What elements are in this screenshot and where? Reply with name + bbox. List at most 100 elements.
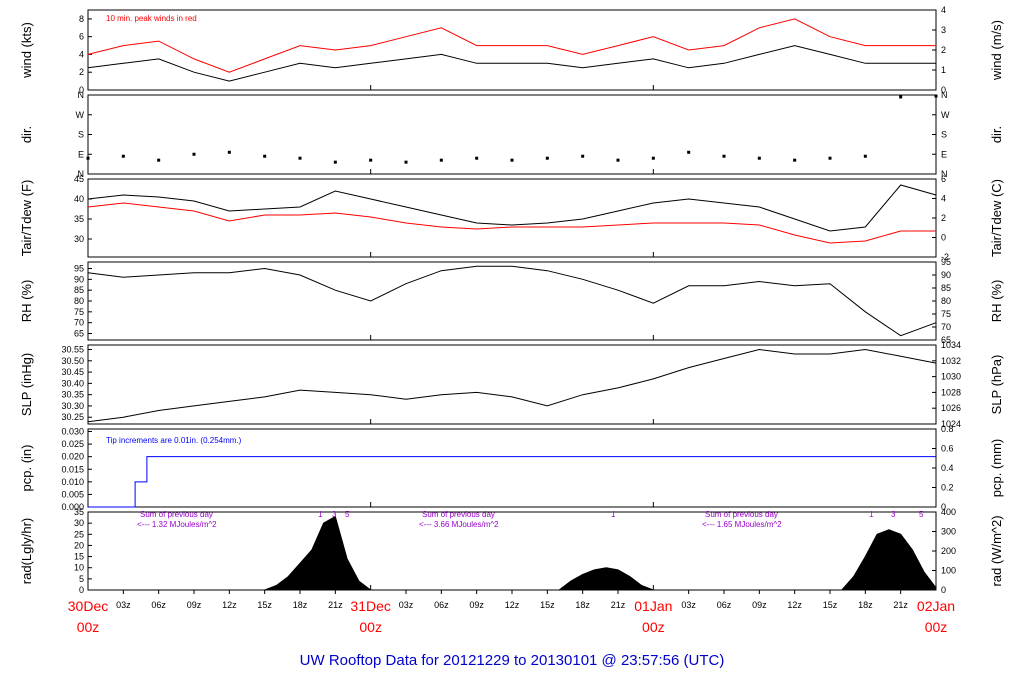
y-tick-label: 75 bbox=[74, 307, 84, 317]
panel-frame bbox=[87, 94, 937, 175]
x-tick-label: 12z bbox=[787, 600, 802, 610]
rad-note-2-line1: Sum of previous day bbox=[422, 510, 495, 519]
day-hour-label: 00z bbox=[925, 619, 948, 635]
y-tick-label: 30.30 bbox=[61, 401, 84, 411]
y-tick-label: 5 bbox=[79, 574, 84, 584]
y-tick-label-right: -2 bbox=[941, 252, 949, 262]
x-tick-label: 06z bbox=[434, 600, 449, 610]
dir-point bbox=[121, 154, 125, 158]
y-tick-label: 30.45 bbox=[61, 367, 84, 377]
dir-point bbox=[439, 158, 443, 162]
y-tick-label-right: 4 bbox=[941, 194, 946, 204]
y-axis-label: wind (kts) bbox=[19, 22, 34, 79]
y-tick-label-right: W bbox=[941, 110, 950, 120]
rad-mark: 1 bbox=[611, 510, 616, 519]
dir-point bbox=[722, 154, 726, 158]
x-tick-label: 15z bbox=[540, 600, 555, 610]
x-tick-label: 21z bbox=[611, 600, 626, 610]
y-tick-label: 20 bbox=[74, 540, 84, 550]
y-tick-label: 40 bbox=[74, 194, 84, 204]
day-label: 01Jan bbox=[634, 598, 672, 614]
y-tick-label-right: 0.8 bbox=[941, 424, 954, 434]
dir-point bbox=[192, 152, 196, 156]
y-axis-label: RH (%) bbox=[19, 280, 34, 323]
dir-point bbox=[687, 150, 691, 154]
y-tick-label-right: 90 bbox=[941, 270, 951, 280]
x-tick-label: 06z bbox=[151, 600, 166, 610]
y-tick-label: 0.030 bbox=[61, 427, 84, 437]
y-tick-label: 85 bbox=[74, 285, 84, 295]
y-tick-label: 15 bbox=[74, 552, 84, 562]
y-tick-label-right: 1 bbox=[941, 65, 946, 75]
day-hour-label: 00z bbox=[359, 619, 382, 635]
dir-point bbox=[899, 95, 903, 99]
y-tick-label: 30 bbox=[74, 234, 84, 244]
y-tick-label-right: 0.6 bbox=[941, 444, 954, 454]
dir-point bbox=[227, 150, 231, 154]
y-tick-label: 0.000 bbox=[61, 502, 84, 512]
y-tick-label-right: 200 bbox=[941, 546, 956, 556]
rad-mark: 3 bbox=[891, 510, 896, 519]
rad-note-3-line1: Sum of previous day bbox=[705, 510, 778, 519]
y-tick-label: 6 bbox=[79, 32, 84, 42]
peak-line bbox=[87, 18, 936, 73]
dir-point bbox=[333, 160, 337, 164]
y-tick-label-right: 1030 bbox=[941, 372, 961, 382]
dir-point bbox=[793, 158, 797, 162]
y-tick-label: 10 bbox=[74, 563, 84, 573]
wind-line bbox=[87, 45, 936, 82]
y-tick-label: S bbox=[78, 130, 84, 140]
y-tick-label-right: S bbox=[941, 130, 947, 140]
y-tick-label: E bbox=[78, 149, 84, 159]
rad-mark: 1 bbox=[318, 510, 323, 519]
dir-point bbox=[475, 156, 479, 160]
y-tick-label-right: 6 bbox=[941, 174, 946, 184]
tip-note: Tip increments are 0.01in. (0.254mm.) bbox=[106, 436, 242, 445]
x-tick-label: 15z bbox=[823, 600, 838, 610]
dir-point bbox=[828, 156, 832, 160]
x-tick-label: 06z bbox=[717, 600, 732, 610]
y-tick-label-right: 2 bbox=[941, 213, 946, 223]
y-tick-label: 2 bbox=[79, 67, 84, 77]
y-tick-label: 0 bbox=[79, 585, 84, 595]
y-tick-label: 0.015 bbox=[61, 464, 84, 474]
y-tick-label: W bbox=[76, 110, 85, 120]
y-axis-label: pcp. (in) bbox=[19, 445, 34, 492]
x-tick-label: 03z bbox=[116, 600, 131, 610]
dir-point bbox=[545, 156, 549, 160]
y-tick-label: 0.010 bbox=[61, 477, 84, 487]
y-tick-label: 45 bbox=[74, 174, 84, 184]
y-tick-label-right: 2 bbox=[941, 45, 946, 55]
y-axis-label: Tair/Tdew (F) bbox=[19, 180, 34, 257]
dir-point bbox=[934, 94, 938, 98]
rad-note-2-line2: <--- 3.66 MJoules/m^2 bbox=[419, 520, 499, 529]
y-tick-label: N bbox=[78, 90, 85, 100]
x-tick-label: 21z bbox=[893, 600, 908, 610]
dir-point bbox=[616, 158, 620, 162]
rad-note-1-line2: <--- 1.32 MJoules/m^2 bbox=[137, 520, 217, 529]
rad-note-1-line1: Sum of previous day bbox=[140, 510, 213, 519]
y-axis-label: dir. bbox=[19, 126, 34, 143]
y-tick-label: 35 bbox=[74, 214, 84, 224]
panel-frame bbox=[87, 344, 937, 425]
y-tick-label: 30.55 bbox=[61, 345, 84, 355]
y-axis-label: rad(Lgly/hr) bbox=[19, 518, 34, 584]
y-tick-label-right: 1024 bbox=[941, 419, 961, 429]
y-tick-label: 0.005 bbox=[61, 489, 84, 499]
y-tick-label: 35 bbox=[74, 507, 84, 517]
pcp-line bbox=[88, 456, 936, 508]
y-tick-label-right: 70 bbox=[941, 322, 951, 332]
y-tick-label: 30.50 bbox=[61, 356, 84, 366]
dir-point bbox=[863, 154, 867, 158]
y-tick-label-right: 400 bbox=[941, 507, 956, 517]
panel-frame bbox=[87, 261, 937, 341]
y-tick-label: 0 bbox=[79, 85, 84, 95]
rad-mark: 3 bbox=[332, 510, 337, 519]
y-tick-label-right: 1032 bbox=[941, 356, 961, 366]
y-tick-label-right: 0.4 bbox=[941, 463, 954, 473]
rad-mark: 5 bbox=[919, 510, 924, 519]
wind-note: 10 min. peak winds in red bbox=[106, 14, 197, 23]
rad-mark: 1 bbox=[869, 510, 874, 519]
Tdew-line bbox=[87, 202, 936, 244]
